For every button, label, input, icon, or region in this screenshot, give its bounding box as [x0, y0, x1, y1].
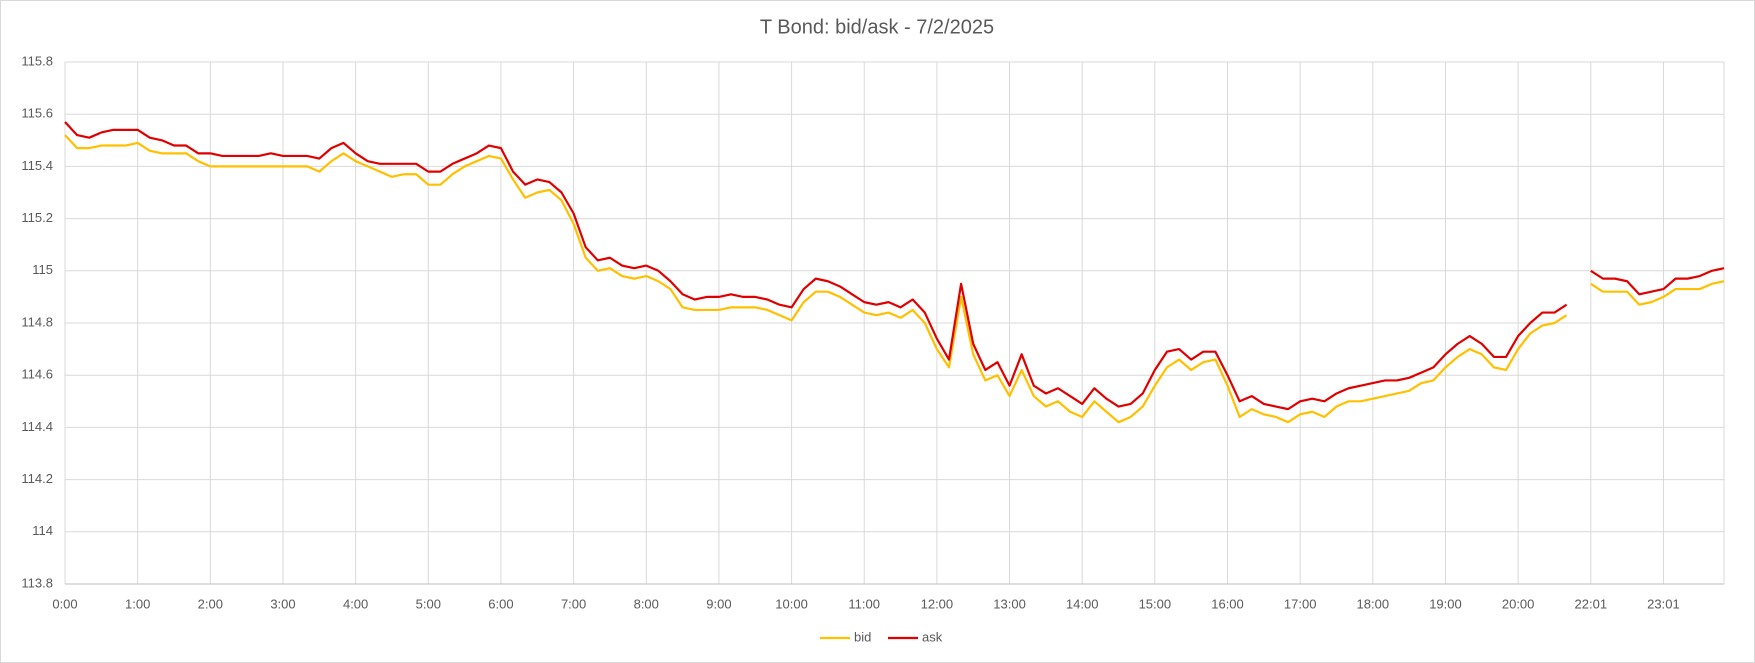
y-tick-label: 114.8: [21, 314, 53, 329]
x-tick-label: 22:01: [1575, 596, 1608, 611]
x-tick-label: 20:00: [1502, 596, 1535, 611]
y-tick-label: 115.2: [21, 210, 53, 225]
x-tick-label: 15:00: [1139, 596, 1172, 611]
legend-label: ask: [922, 629, 943, 644]
chart-title: T Bond: bid/ask - 7/2/2025: [760, 16, 994, 38]
x-tick-label: 8:00: [634, 596, 659, 611]
y-tick-label: 115: [32, 262, 53, 277]
x-tick-label: 5:00: [416, 596, 441, 611]
line-series: [64, 134, 1725, 424]
line-series: [64, 121, 1725, 411]
x-tick-label: 17:00: [1284, 596, 1317, 611]
x-tick-label: 4:00: [343, 596, 368, 611]
x-tick-label: 6:00: [488, 596, 513, 611]
x-tick-label: 19:00: [1429, 596, 1462, 611]
y-tick-label: 114.2: [21, 471, 53, 486]
x-tick-label: 13:00: [993, 596, 1026, 611]
y-tick-label: 114.4: [21, 419, 53, 434]
x-tick-label: 12:00: [921, 596, 954, 611]
y-tick-label: 114: [32, 523, 53, 538]
x-tick-label: 11:00: [848, 596, 880, 611]
legend-label: bid: [854, 629, 871, 644]
y-tick-label: 115.8: [21, 53, 53, 68]
y-tick-label: 114.6: [21, 367, 53, 382]
x-tick-label: 3:00: [270, 596, 295, 611]
x-tick-label: 1:00: [125, 596, 150, 611]
y-tick-label: 115.6: [21, 106, 53, 121]
x-tick-label: 10:00: [775, 596, 808, 611]
x-tick-label: 18:00: [1357, 596, 1390, 611]
x-tick-label: 0:00: [52, 596, 77, 611]
x-tick-label: 9:00: [706, 596, 731, 611]
y-tick-label: 113.8: [21, 575, 53, 590]
x-tick-label: 23:01: [1647, 596, 1680, 611]
x-tick-label: 2:00: [198, 596, 223, 611]
x-tick-label: 14:00: [1066, 596, 1099, 611]
x-tick-label: 16:00: [1211, 596, 1244, 611]
y-tick-label: 115.4: [21, 158, 53, 173]
x-tick-label: 7:00: [561, 596, 586, 611]
